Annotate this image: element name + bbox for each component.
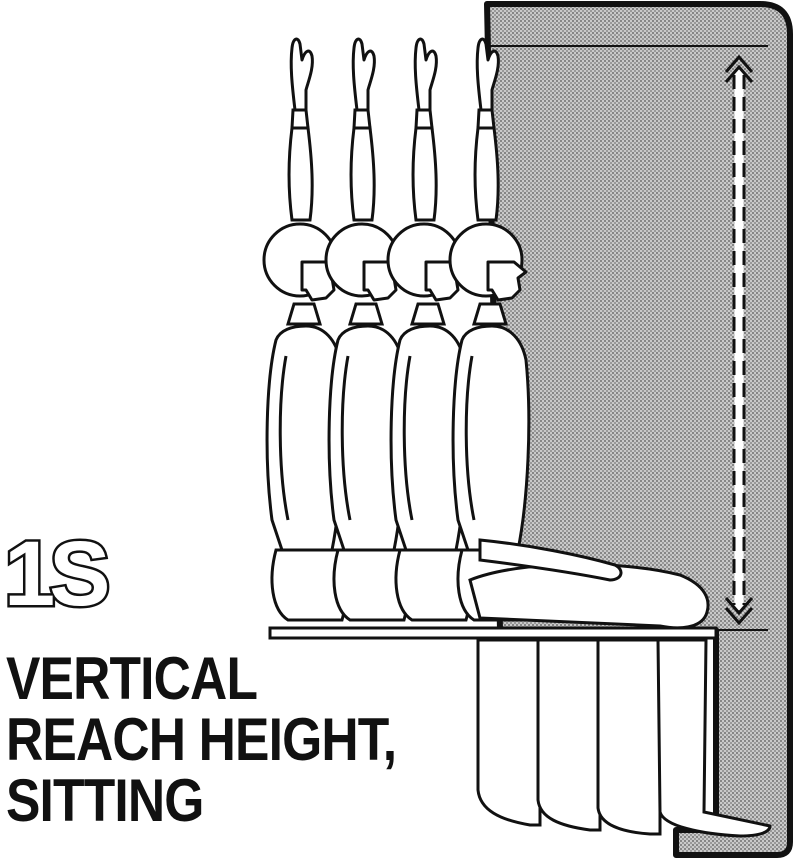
figure-code: 1S	[2, 523, 113, 625]
title-line-3: SITTING	[6, 767, 204, 834]
forearm-resting	[478, 538, 623, 582]
title-line-1: VERTICAL	[6, 645, 258, 712]
wall	[484, 1, 793, 858]
seat	[268, 626, 718, 640]
person-2	[324, 37, 409, 622]
measurement-arrow-icon	[724, 54, 754, 626]
lower-legs	[476, 638, 772, 838]
title-line-2: REACH HEIGHT,	[6, 706, 397, 773]
figure-title: VERTICAL REACH HEIGHT, SITTING	[6, 645, 397, 834]
person-3	[386, 37, 471, 622]
person-1	[262, 37, 347, 622]
